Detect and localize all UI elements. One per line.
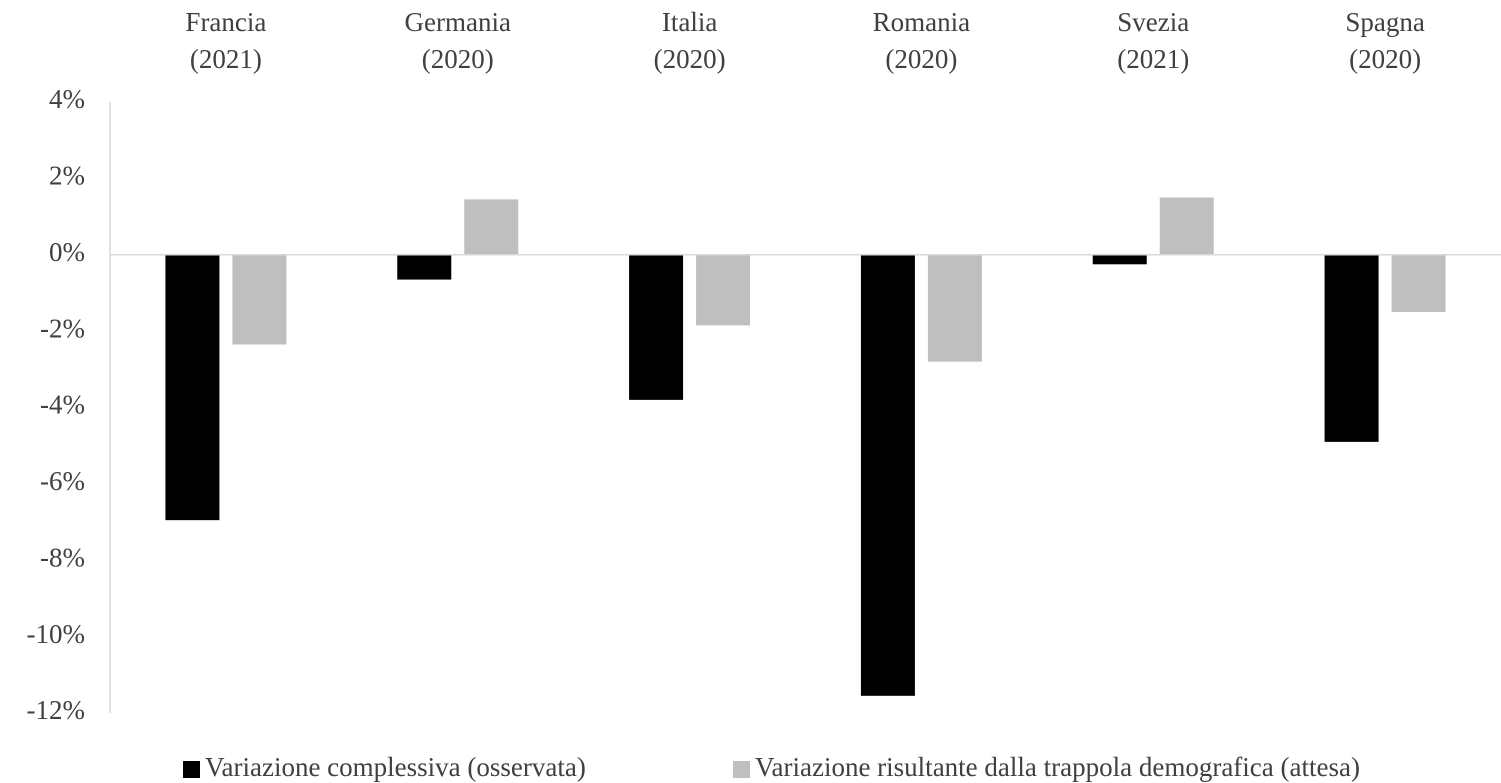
y-tick-label: -6% [40,466,85,496]
legend-label: Variazione risultante dalla trappola dem… [755,752,1360,782]
bar [696,254,751,326]
bar [232,254,287,345]
y-tick-label: -4% [40,390,85,420]
x-tick-label: Romania (2020) [873,7,970,74]
y-tick-label: -10% [27,619,85,649]
bar [860,254,915,696]
bar [927,254,982,362]
x-tick-label: Italia (2020) [654,7,726,74]
bar [165,254,220,521]
x-tick-label: Germania (2020) [405,7,511,74]
bar [629,254,684,400]
x-tick-label: Spagna (2020) [1345,7,1425,74]
y-tick-label: 2% [49,161,85,191]
legend-label: Variazione complessiva (osservata) [205,752,586,782]
x-tick-label: Francia (2021) [185,7,266,74]
legend-swatch [183,761,200,778]
y-tick-label: -8% [40,542,85,572]
y-tick-label: -2% [40,313,85,343]
y-tick-label: -12% [27,695,85,725]
bar [464,199,519,255]
x-tick-label: Svezia (2021) [1117,7,1189,74]
bar [1391,254,1446,313]
bar [1092,254,1147,265]
legend-swatch [733,761,750,778]
bar [397,254,452,280]
bar [1159,197,1214,255]
y-tick-label: 4% [49,84,85,114]
bar [1324,254,1379,442]
y-tick-label: 0% [49,237,85,267]
